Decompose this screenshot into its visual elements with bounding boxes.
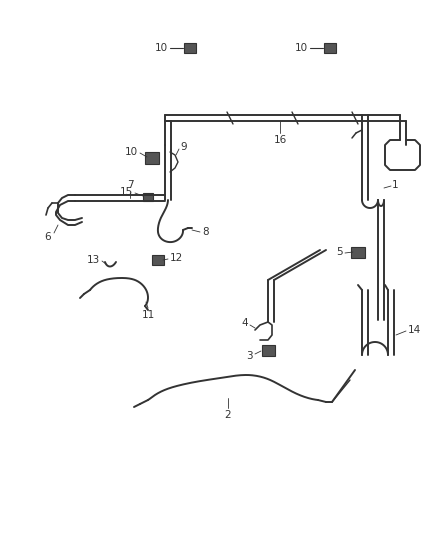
Text: 15: 15: [120, 187, 133, 197]
Text: 12: 12: [170, 253, 183, 263]
Text: 7: 7: [127, 180, 133, 190]
Text: 6: 6: [45, 232, 51, 242]
Text: 14: 14: [408, 325, 421, 335]
Text: 13: 13: [87, 255, 100, 265]
Text: 11: 11: [141, 310, 155, 320]
Bar: [351, 246, 365, 257]
Text: 2: 2: [225, 410, 231, 420]
Bar: [143, 193, 153, 201]
Text: 10: 10: [295, 43, 308, 53]
Bar: [324, 43, 336, 53]
Bar: [184, 43, 196, 53]
Text: 10: 10: [155, 43, 168, 53]
Text: 1: 1: [392, 180, 398, 190]
Bar: [145, 152, 159, 164]
Text: 10: 10: [125, 147, 138, 157]
Text: 3: 3: [246, 351, 253, 361]
Text: 5: 5: [336, 247, 343, 257]
Text: 9: 9: [180, 142, 187, 152]
Text: 4: 4: [241, 318, 248, 328]
Text: 8: 8: [203, 227, 209, 237]
Bar: [152, 255, 164, 265]
Bar: [261, 344, 275, 356]
Text: 16: 16: [273, 135, 286, 145]
